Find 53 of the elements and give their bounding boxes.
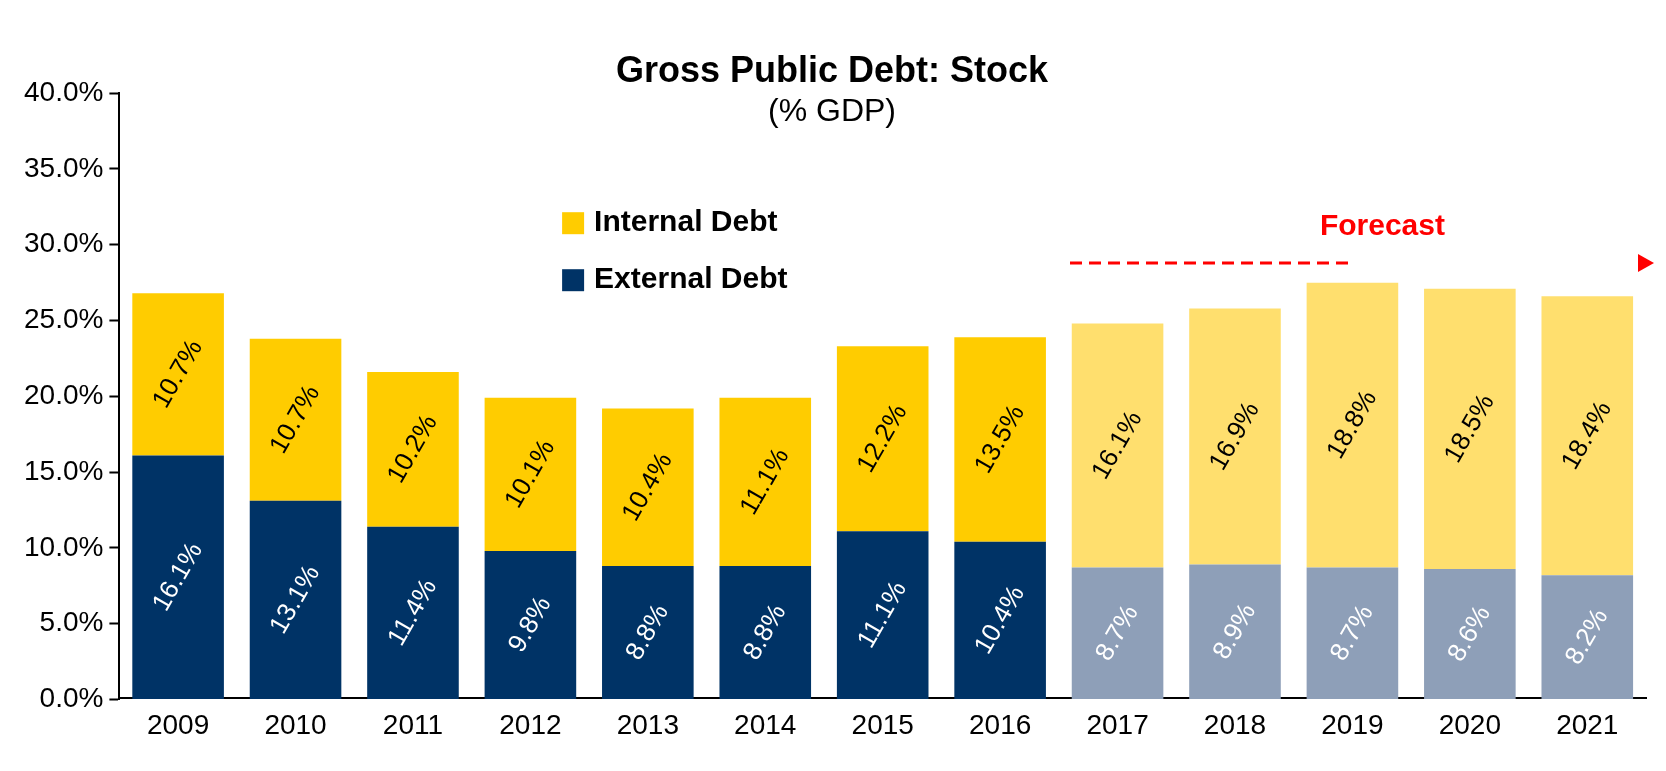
bar xyxy=(1071,323,1164,568)
bar xyxy=(954,541,1046,699)
bar xyxy=(719,566,812,699)
bar xyxy=(132,455,224,699)
bar xyxy=(1541,575,1634,699)
bar xyxy=(836,531,929,699)
x-tick-label: 2013 xyxy=(616,709,679,741)
y-tick-label: 20.0% xyxy=(23,379,104,411)
bar xyxy=(602,566,694,699)
legend-label: Internal Debt xyxy=(594,204,778,238)
y-tick-label: 10.0% xyxy=(23,530,104,562)
bar xyxy=(602,408,694,567)
x-tick-label: 2021 xyxy=(1556,709,1619,741)
x-tick-label: 2020 xyxy=(1438,709,1501,741)
y-tick-label: 25.0% xyxy=(23,303,104,335)
chart-subtitle: (% GDP) xyxy=(768,92,896,129)
x-tick-label: 2018 xyxy=(1203,709,1267,741)
bar xyxy=(836,346,929,532)
x-tick-label: 2011 xyxy=(382,709,444,741)
chart-title: Gross Public Debt: Stock xyxy=(615,48,1050,90)
bar xyxy=(249,500,342,699)
y-tick-label: 0.0% xyxy=(39,682,104,714)
x-tick-label: 2009 xyxy=(146,709,210,741)
bar xyxy=(484,550,577,699)
bar xyxy=(1541,296,1634,576)
bar xyxy=(249,338,342,501)
x-tick-label: 2015 xyxy=(851,709,914,741)
bar xyxy=(954,337,1046,542)
bar xyxy=(484,397,577,551)
legend-label: External Debt xyxy=(594,261,788,295)
bar xyxy=(367,372,459,527)
bar xyxy=(1424,288,1516,570)
y-tick-label: 40.0% xyxy=(23,75,104,107)
x-tick-label: 2017 xyxy=(1086,709,1149,741)
y-tick-label: 35.0% xyxy=(23,151,104,183)
x-tick-label: 2010 xyxy=(264,709,327,741)
x-tick-label: 2014 xyxy=(734,709,797,741)
x-tick-label: 2019 xyxy=(1321,709,1384,741)
bar xyxy=(1424,569,1516,699)
y-tick-label: 30.0% xyxy=(23,227,104,259)
bar xyxy=(1189,308,1281,565)
x-tick-label: 2012 xyxy=(499,709,562,741)
bar xyxy=(132,293,224,456)
bar xyxy=(367,526,459,699)
bar xyxy=(1306,282,1399,568)
bar xyxy=(1189,564,1281,699)
bar xyxy=(1306,567,1399,699)
bar xyxy=(1071,567,1164,699)
bar xyxy=(719,397,812,567)
y-tick-label: 15.0% xyxy=(23,454,104,486)
x-tick-label: 2016 xyxy=(968,709,1032,741)
annotation: Forecast xyxy=(1319,207,1445,241)
y-tick-label: 5.0% xyxy=(39,606,104,638)
